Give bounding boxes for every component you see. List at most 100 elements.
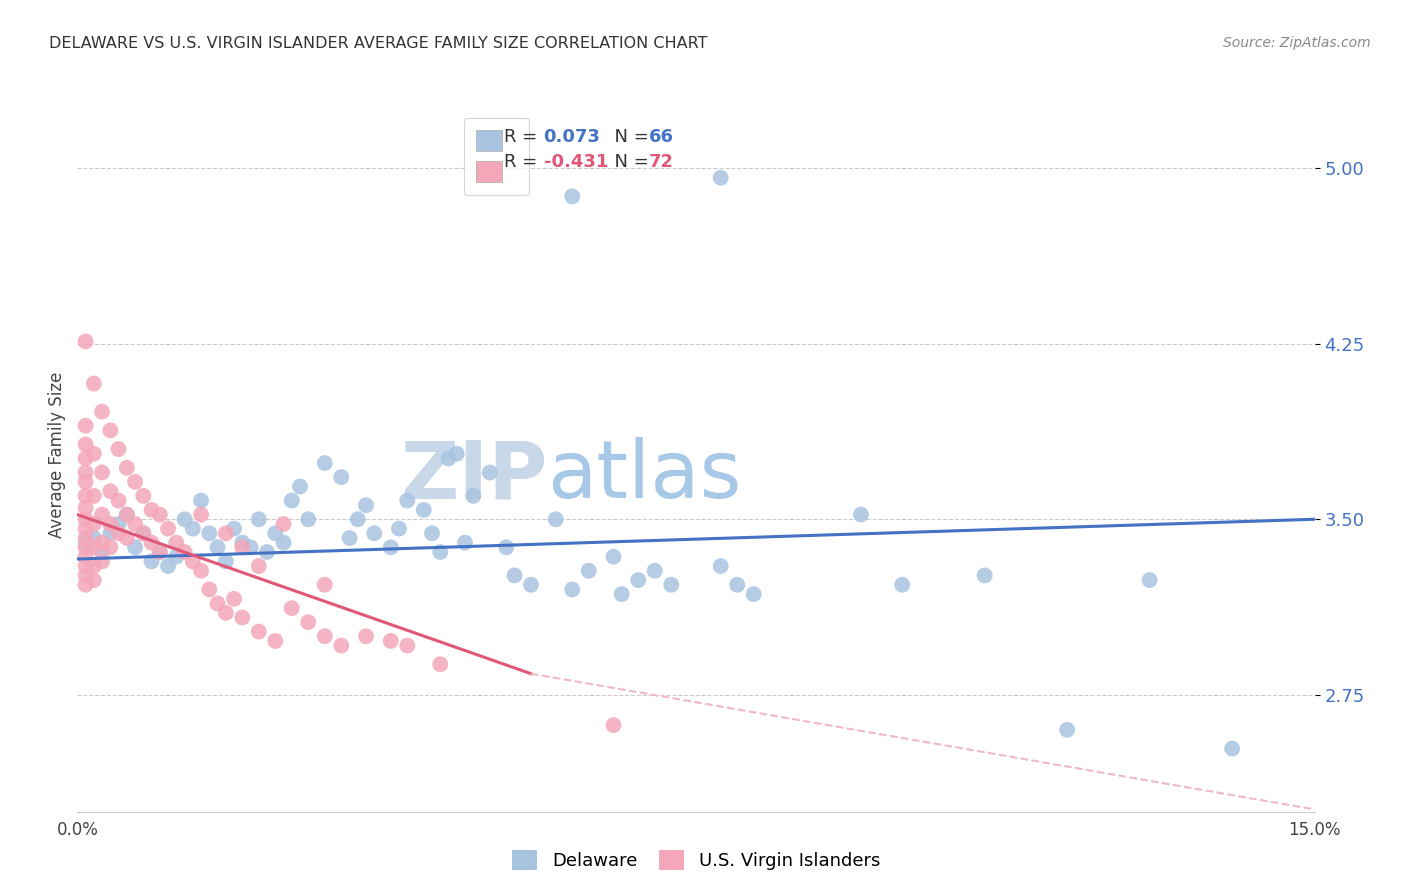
Point xyxy=(222,591,245,606)
Point xyxy=(198,526,221,541)
Point xyxy=(1220,741,1243,756)
Point xyxy=(141,554,163,568)
Point xyxy=(627,573,650,587)
Point xyxy=(98,516,121,531)
Text: 72: 72 xyxy=(650,153,673,171)
Text: ZIP: ZIP xyxy=(401,437,547,516)
Point xyxy=(231,535,253,549)
Point xyxy=(339,531,361,545)
Point xyxy=(141,503,163,517)
Point xyxy=(83,376,105,391)
Point xyxy=(149,508,172,522)
Legend: Delaware, U.S. Virgin Islanders: Delaware, U.S. Virgin Islanders xyxy=(501,838,891,881)
Point xyxy=(75,578,97,592)
Point xyxy=(396,639,419,653)
Point xyxy=(75,451,97,466)
Text: 66: 66 xyxy=(650,128,673,146)
Point xyxy=(83,516,105,531)
Point xyxy=(75,489,97,503)
Point xyxy=(75,559,97,574)
Point xyxy=(83,541,105,555)
Text: 0.073: 0.073 xyxy=(544,128,600,146)
Point xyxy=(380,541,402,555)
Point xyxy=(75,568,97,582)
Text: DELAWARE VS U.S. VIRGIN ISLANDER AVERAGE FAMILY SIZE CORRELATION CHART: DELAWARE VS U.S. VIRGIN ISLANDER AVERAGE… xyxy=(49,36,707,51)
Point xyxy=(297,615,319,630)
Point xyxy=(602,718,624,732)
Point xyxy=(215,526,238,541)
Point xyxy=(561,582,583,597)
Point xyxy=(247,512,270,526)
Point xyxy=(115,508,138,522)
Text: R =: R = xyxy=(505,128,543,146)
Point xyxy=(157,559,180,574)
Point xyxy=(314,578,336,592)
Point xyxy=(446,447,468,461)
Point xyxy=(75,531,97,545)
Point xyxy=(91,508,114,522)
Point xyxy=(75,549,97,564)
Point xyxy=(973,568,995,582)
Point xyxy=(314,629,336,643)
Point xyxy=(75,475,97,489)
Point xyxy=(83,489,105,503)
Point xyxy=(463,489,485,503)
Point xyxy=(273,535,295,549)
Text: R =: R = xyxy=(505,153,543,171)
Point xyxy=(91,535,114,549)
Point xyxy=(578,564,600,578)
Point xyxy=(83,559,105,574)
Point xyxy=(644,564,666,578)
Point xyxy=(363,526,385,541)
Point xyxy=(75,466,97,480)
Point xyxy=(273,516,295,531)
Point xyxy=(354,629,377,643)
Point xyxy=(190,493,212,508)
Point xyxy=(288,479,311,493)
Point xyxy=(1139,573,1161,587)
Point xyxy=(198,582,221,597)
Point xyxy=(75,437,97,451)
Point xyxy=(495,541,517,555)
Point xyxy=(107,442,129,456)
Point xyxy=(561,189,583,203)
Point xyxy=(264,634,287,648)
Point xyxy=(132,526,155,541)
Point xyxy=(98,484,121,499)
Point xyxy=(115,508,138,522)
Point xyxy=(83,573,105,587)
Point xyxy=(264,526,287,541)
Point xyxy=(239,541,262,555)
Point xyxy=(98,541,121,555)
Point xyxy=(107,526,129,541)
Point xyxy=(412,503,434,517)
Text: atlas: atlas xyxy=(547,437,742,516)
Point xyxy=(124,541,146,555)
Point xyxy=(124,475,146,489)
Point xyxy=(231,541,253,555)
Point xyxy=(247,559,270,574)
Point xyxy=(124,516,146,531)
Point xyxy=(544,512,567,526)
Point xyxy=(91,404,114,418)
Point xyxy=(75,418,97,433)
Point xyxy=(330,470,353,484)
Point xyxy=(91,545,114,559)
Point xyxy=(710,170,733,185)
Point xyxy=(891,578,914,592)
Point xyxy=(173,512,195,526)
Point xyxy=(380,634,402,648)
Point xyxy=(75,334,97,349)
Point xyxy=(710,559,733,574)
Point xyxy=(520,578,543,592)
Point xyxy=(503,568,526,582)
Text: Source: ZipAtlas.com: Source: ZipAtlas.com xyxy=(1223,36,1371,50)
Point xyxy=(83,531,105,545)
Point xyxy=(75,535,97,549)
Point xyxy=(610,587,633,601)
Point xyxy=(231,610,253,624)
Point xyxy=(107,516,129,531)
Text: -0.431: -0.431 xyxy=(544,153,607,171)
Point xyxy=(281,493,304,508)
Point xyxy=(107,493,129,508)
